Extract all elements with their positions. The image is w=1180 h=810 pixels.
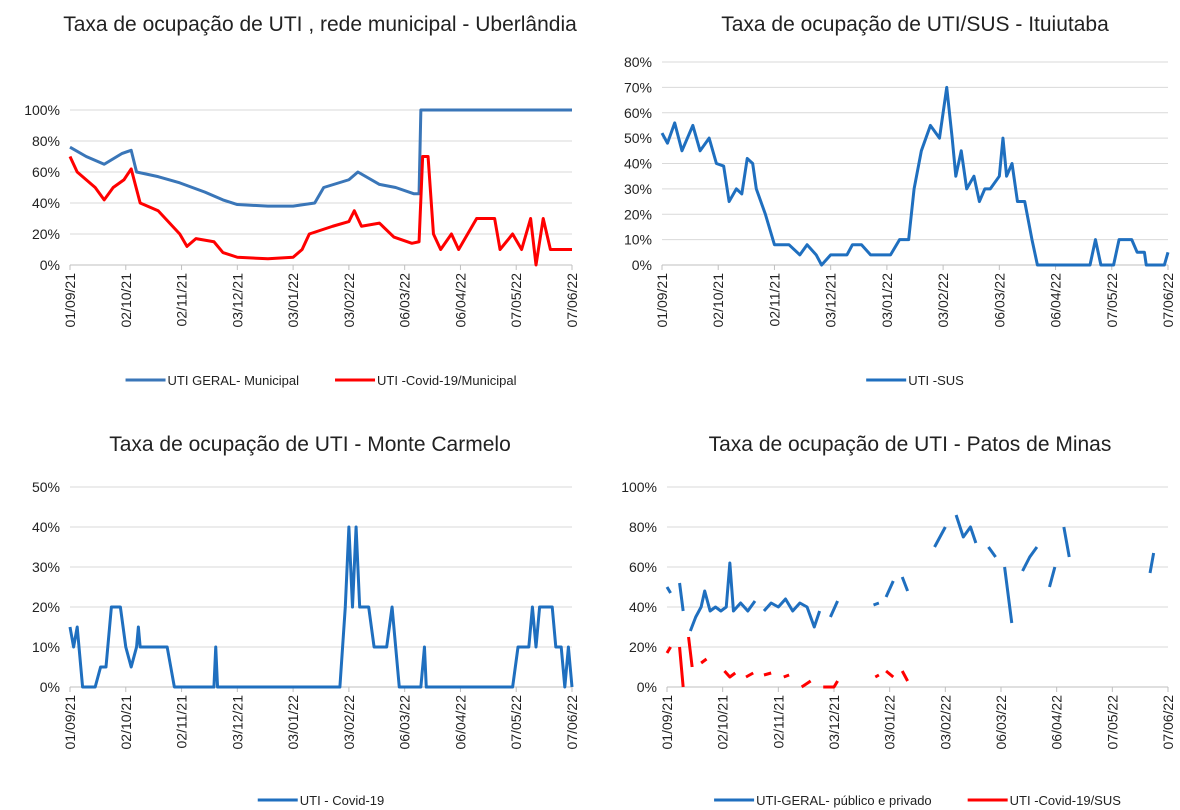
x-tick-label: 07/06/22 [564,273,580,328]
legend-item: UTI GERAL- Municipal [125,373,300,388]
y-tick-label: 40% [624,156,652,172]
legend-item: UTI -Covid-19/SUS [967,793,1122,808]
y-tick-label: 0% [40,679,60,695]
series-line [69,108,572,208]
y-tick-label: 10% [32,639,60,655]
y-tick-label: 100% [621,479,657,495]
x-tick-label: 07/06/22 [1160,273,1176,328]
x-tick-label: 01/09/21 [659,695,675,750]
legend-label: UTI -Covid-19/Municipal [377,373,517,388]
x-tick-label: 07/06/22 [1160,695,1176,750]
y-tick-label: 60% [629,559,657,575]
series-line [660,85,1170,267]
x-tick-label: 01/09/21 [62,695,78,750]
x-tick-label: 02/10/21 [118,695,134,750]
x-tick-label: 06/04/22 [452,273,468,328]
x-tick-label: 03/12/21 [229,273,245,328]
y-tick-label: 80% [629,519,657,535]
x-tick-label: 02/10/21 [118,273,134,328]
x-tick-label: 02/11/21 [174,273,190,327]
y-tick-label: 30% [624,181,652,197]
x-tick-label: 06/03/22 [993,695,1009,750]
legend-item: UTI - Covid-19 [257,793,385,808]
x-tick-label: 06/04/22 [1049,695,1065,750]
y-tick-label: 100% [24,102,60,118]
y-tick-label: 0% [40,257,60,273]
y-tick-label: 20% [629,639,657,655]
chart-title: Taxa de ocupação de UTI , rede municipal… [63,13,577,36]
x-tick-label: 06/04/22 [452,695,468,750]
chart-title: Taxa de ocupação de UTI - Monte Carmelo [109,433,511,456]
y-tick-label: 20% [32,226,60,242]
y-tick-label: 30% [32,559,60,575]
y-tick-label: 0% [637,679,657,695]
series-line [68,525,574,689]
x-tick-label: 03/12/21 [826,695,842,750]
y-tick-label: 50% [32,479,60,495]
chart-title: Taxa de ocupação de UTI - Patos de Minas [708,433,1112,456]
x-tick-label: 03/01/22 [879,273,895,328]
y-tick-label: 60% [32,164,60,180]
legend-label: UTI-GERAL- público e privado [756,793,932,808]
y-tick-label: 10% [624,232,652,248]
x-tick-label: 01/09/21 [654,273,670,328]
x-tick-label: 06/03/22 [397,273,413,328]
y-tick-label: 80% [624,54,652,70]
x-tick-label: 03/02/22 [937,695,953,750]
x-tick-label: 07/05/22 [508,695,524,750]
x-tick-label: 02/10/21 [715,695,731,750]
legend-label: UTI -Covid-19/SUS [1010,793,1122,808]
legend-item: UTI -SUS [866,373,964,388]
x-tick-label: 02/11/21 [174,695,190,749]
legend-item: UTI -Covid-19/Municipal [335,373,517,388]
x-tick-label: 06/04/22 [1048,273,1064,328]
x-tick-label: 07/05/22 [508,273,524,328]
y-tick-label: 20% [32,599,60,615]
x-tick-label: 07/05/22 [1104,695,1120,750]
x-tick-label: 02/11/21 [766,273,782,327]
chart-title: Taxa de ocupação de UTI/SUS - Ituiutaba [721,13,1109,36]
y-tick-label: 70% [624,79,652,95]
x-tick-label: 03/01/22 [285,695,301,750]
y-tick-label: 40% [32,195,60,211]
x-tick-label: 03/02/22 [341,273,357,328]
series-line [68,155,572,267]
y-tick-label: 40% [629,599,657,615]
y-tick-label: 20% [624,206,652,222]
x-tick-label: 02/11/21 [770,695,786,749]
x-tick-label: 07/05/22 [1104,273,1120,328]
series-line [665,636,909,689]
x-tick-label: 06/03/22 [397,695,413,750]
x-tick-label: 03/12/21 [229,695,245,750]
x-tick-label: 02/10/21 [710,273,726,328]
y-tick-label: 80% [32,133,60,149]
y-tick-label: 40% [32,519,60,535]
y-tick-label: 50% [624,130,652,146]
y-tick-label: 0% [632,257,652,273]
legend-label: UTI -SUS [908,373,964,388]
legend-item: UTI-GERAL- público e privado [714,793,932,808]
legend-label: UTI GERAL- Municipal [168,373,300,388]
legend-label: UTI - Covid-19 [300,793,385,808]
x-tick-label: 03/02/22 [935,273,951,328]
series-line [665,514,1156,632]
x-tick-label: 07/06/22 [564,695,580,750]
x-tick-label: 01/09/21 [62,273,78,328]
x-tick-label: 03/02/22 [341,695,357,750]
x-tick-label: 06/03/22 [991,273,1007,328]
x-tick-label: 03/12/21 [823,273,839,328]
x-tick-label: 03/01/22 [882,695,898,750]
y-tick-label: 60% [624,105,652,121]
x-tick-label: 03/01/22 [285,273,301,328]
